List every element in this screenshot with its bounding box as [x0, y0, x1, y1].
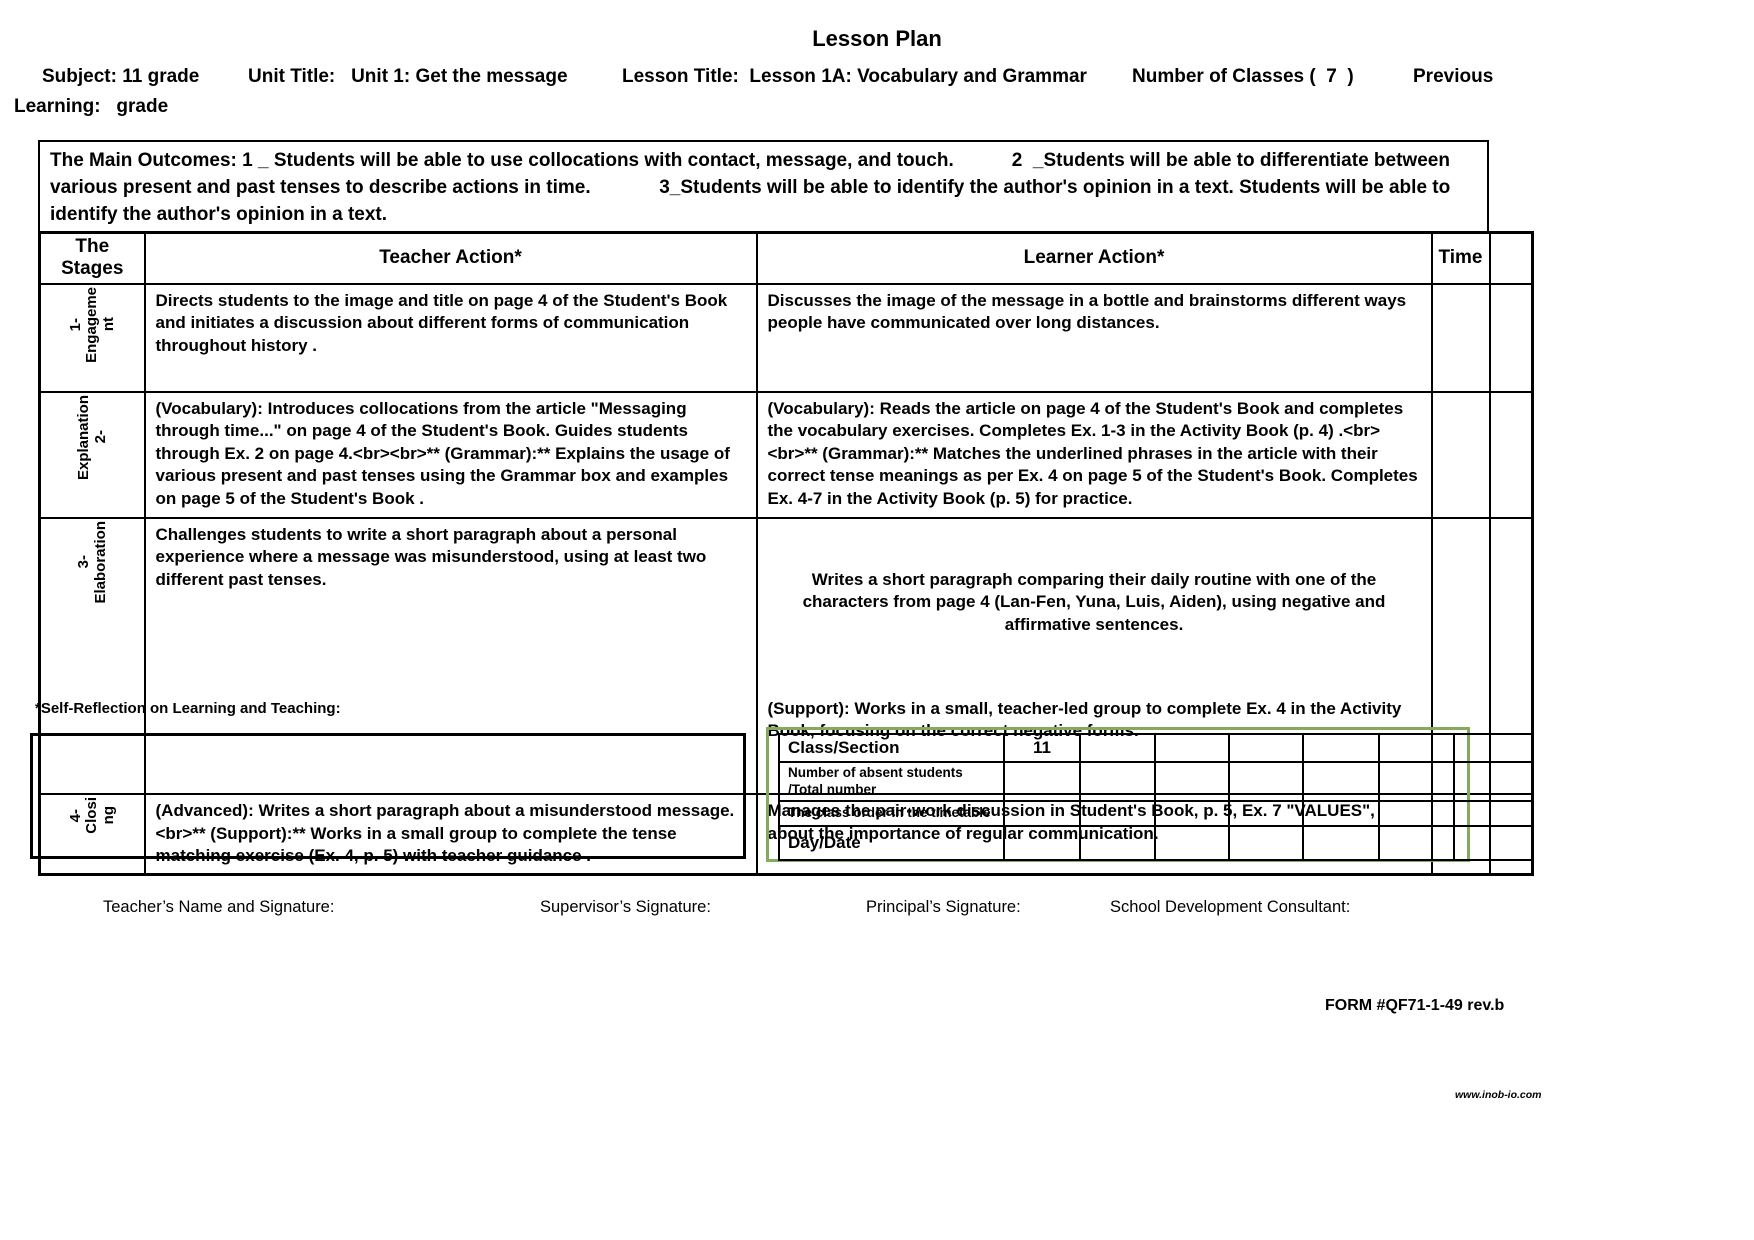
- stage-label-elaboration: 3- Elaboration: [38, 516, 146, 796]
- page-title: Lesson Plan: [812, 26, 942, 51]
- col-header-teacher-action: Teacher Action*: [143, 231, 758, 285]
- col-header-stages: The Stages: [38, 231, 146, 285]
- supervisor-signature-label: Supervisor’s Signature:: [540, 898, 711, 916]
- teacher-action-closing: (Advanced): Writes a short paragraph abo…: [143, 793, 758, 876]
- absent-students-label: Number of absent students /Total number: [778, 761, 1005, 802]
- learner-elaboration-paragraph-1: Writes a short paragraph comparing their…: [802, 569, 1391, 634]
- table-row-day-date: Day/Date: [778, 825, 1533, 861]
- table-row-engagement: 1- Engageme nt Directs students to the i…: [38, 282, 1534, 393]
- header-lesson-title: Lesson Title: Lesson 1A: Vocabulary and …: [622, 66, 1087, 87]
- teacher-action-engagement: Directs students to the image and title …: [143, 282, 758, 393]
- teacher-signature-label: Teacher’s Name and Signature:: [103, 898, 335, 916]
- principal-signature-label: Principal’s Signature:: [866, 898, 1021, 916]
- header-unit-title: Unit Title: Unit 1: Get the message: [248, 66, 568, 87]
- class-order-value: [1003, 800, 1081, 827]
- stage-label-closing: 4- Closi ng: [38, 793, 146, 876]
- class-section-label: Class/Section: [778, 733, 1005, 763]
- header-previous-word: Previous: [1413, 66, 1494, 87]
- col-header-extra: [1488, 231, 1534, 285]
- time-cell-explanation: [1430, 390, 1491, 519]
- stage-label-explanation: Explanation 2-: [38, 390, 146, 519]
- website-url: www.inob-io.com: [1455, 1089, 1542, 1101]
- class-section-value: 11: [1003, 733, 1081, 763]
- learner-action-engagement: Discusses the image of the message in a …: [755, 282, 1433, 393]
- teacher-action-elaboration: Challenges students to write a short par…: [143, 516, 758, 796]
- time-cell-engagement: [1430, 282, 1491, 393]
- learner-action-explanation: (Vocabulary): Reads the article on page …: [755, 390, 1433, 519]
- table-row-absent-students: Number of absent students /Total number: [778, 761, 1533, 802]
- table-row-explanation: Explanation 2- (Vocabulary): Introduces …: [38, 390, 1534, 519]
- absent-students-value: [1003, 761, 1081, 802]
- col-header-time: Time: [1430, 231, 1491, 285]
- header-number-of-classes: Number of Classes ( 7 ): [1132, 66, 1354, 87]
- self-reflection-box: [30, 733, 746, 859]
- stage-label-engagement: 1- Engageme nt: [38, 282, 146, 393]
- table-row-class-section: Class/Section 11: [778, 733, 1533, 763]
- extra-cell-explanation: [1488, 390, 1534, 519]
- table-row-class-order: The class order in the timetable: [778, 800, 1533, 827]
- self-reflection-label: *Self-Reflection on Learning and Teachin…: [35, 700, 341, 717]
- col-header-learner-action: Learner Action*: [755, 231, 1433, 285]
- teacher-action-explanation: (Vocabulary): Introduces collocations fr…: [143, 390, 758, 519]
- form-number: FORM #QF71-1-49 rev.b: [1325, 997, 1505, 1014]
- class-info-table: Class/Section 11 Number of absent studen…: [778, 733, 1533, 861]
- day-date-label: Day/Date: [778, 825, 1005, 861]
- class-order-label: The class order in the timetable: [778, 800, 1005, 827]
- main-outcomes-box: The Main Outcomes: 1 _ Students will be …: [38, 140, 1489, 234]
- header-previous-learning: Learning: grade: [14, 96, 169, 117]
- extra-cell-engagement: [1488, 282, 1534, 393]
- header-subject: Subject: 11 grade: [42, 66, 200, 87]
- consultant-signature-label: School Development Consultant:: [1110, 898, 1351, 916]
- day-date-value: [1003, 825, 1081, 861]
